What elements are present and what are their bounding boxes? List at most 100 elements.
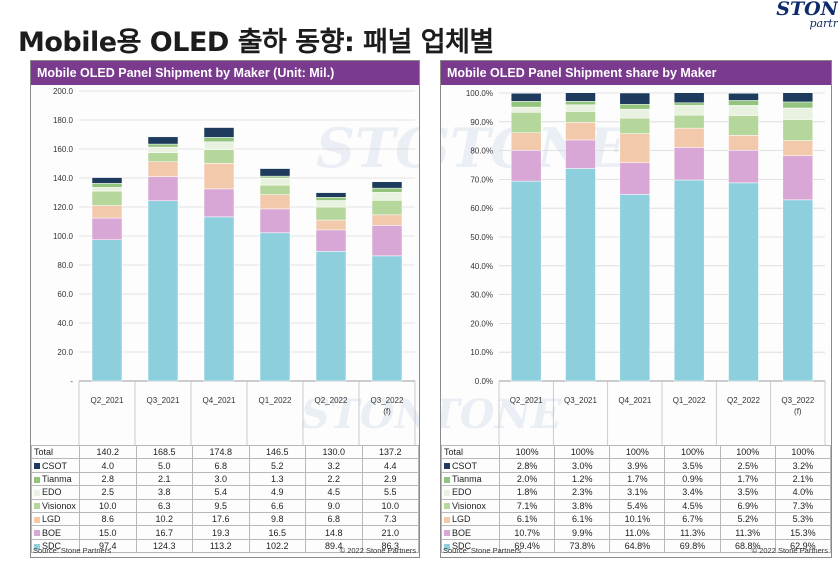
chart-panel-shipment: Mobile OLED Panel Shipment by Maker (Uni… [30,60,420,558]
bar-segment-visionox [371,200,403,216]
chart-footer: Source: Stone Partners © 2022 Stone Part… [441,545,831,557]
table-cell: 6.3 [135,498,193,513]
bar-segment-lgd [673,127,705,148]
data-table: Total 140.2 168.5 174.8 146.5 130.0 137.2 CSOT 4… [31,444,419,554]
row-label: EDO [31,485,80,500]
bar-segment-sdc [259,232,291,382]
legend-label: BOE [452,527,472,538]
table-cell: 146.5 [248,444,306,460]
table-cell: 9.5 [192,498,250,513]
bar-segment-sdc [371,255,403,382]
legend-swatch [444,543,450,550]
y-tick-label: 20.0% [470,319,493,328]
bar-segment-edo [673,105,705,116]
row-label: SDC [31,538,80,554]
table-row-total: Total 140.2 168.5 174.8 146.5 130.0 137.2 [31,444,419,460]
row-label: Visionox [441,498,500,513]
y-tick-label: 140.0 [53,174,74,183]
bar-segment-boe [510,150,542,182]
y-tick-label: 80.0% [470,147,493,156]
bar-segment-tianma [91,183,123,188]
table-cell: 5.0 [135,458,193,473]
table-cell: 5.3% [774,511,831,527]
bar-segment-lgd [91,205,123,219]
bar-segment-visionox [782,119,814,141]
table-cell: 7.3 [361,511,419,527]
bar-segment-lgd [565,122,596,141]
bar-segment-visionox [619,117,651,134]
table-cell: 3.5% [719,485,776,500]
legend-label: CSOT [42,460,68,471]
legend-label: SDC [452,540,472,551]
y-tick-label: 60.0 [57,290,73,299]
table-cell: 100% [774,444,831,460]
y-tick-label: 60.0% [470,204,493,213]
table-cell: 6.1% [498,511,556,527]
table-cell: 2.9 [361,471,419,487]
bar-segment-lgd [315,219,347,231]
table-cell: 62.9% [774,538,831,554]
table-row-sdc: SDC 97.4 124.3 113.2 102.2 89.4 86.3 [31,538,419,554]
table-row-boe: BOE 15.0 16.7 19.3 16.5 14.8 21.0 [31,525,419,540]
table-row-lgd: LGD 8.6 10.2 17.6 9.8 6.8 7.3 [31,511,419,527]
table-cell: 6.9% [719,498,776,513]
x-tick-label: Q1_2022 [259,396,292,405]
table-cell: 2.0% [498,471,556,487]
bar-segment-csot [315,192,347,198]
table-cell: 6.1% [554,511,611,527]
y-tick-label: 40.0 [57,319,73,328]
table-cell: 2.3% [554,485,611,500]
bar-segment-csot [673,92,705,104]
bar-segment-sdc [510,180,542,382]
table-cell: 124.3 [135,538,193,554]
bar-segment-sdc [203,216,235,382]
table-row-edo: EDO 1.8% 2.3% 3.1% 3.4% 3.5% 4.0% [441,485,831,500]
y-tick-label: 70.0% [470,175,493,184]
table-cell: 11.3% [664,525,721,540]
table-cell: 14.8 [305,525,363,540]
x-tick-label: Q3_2022 [371,396,404,405]
bar-segment-sdc [782,199,814,382]
table-cell: 100% [609,444,666,460]
table-cell: 16.7 [135,525,193,540]
table-cell: 5.2 [248,458,306,473]
bar-segment-lgd [147,161,179,177]
table-cell: 130.0 [305,444,363,460]
legend-swatch [34,543,40,550]
bar-segment-sdc [728,182,759,382]
table-cell: 5.4 [192,485,250,500]
x-tick-label: Q3_2022 [781,396,814,405]
table-cell: 3.4% [664,485,721,500]
table-cell: 1.2% [554,471,611,487]
row-label: LGD [31,511,80,527]
bar-segment-lgd [782,140,814,157]
table-cell: 68.8% [719,538,776,554]
legend-label: Visionox [452,500,486,511]
x-tick-label: Q3_2021 [147,396,180,405]
table-cell: 2.8 [79,471,137,487]
bar-segment-boe [91,217,123,241]
bar-segment-edo [782,107,814,120]
bar-segment-visionox [728,115,759,136]
table-cell: 16.5 [248,525,306,540]
brand-logo-line2: partr [809,17,838,30]
row-label: Total [441,444,500,460]
table-cell: 4.9 [248,485,306,500]
table-cell: 15.3% [774,525,831,540]
table-cell: 17.6 [192,511,250,527]
y-tick-label: 80.0 [57,261,73,270]
bar-segment-edo [728,105,759,116]
bar-segment-lgd [259,194,291,210]
table-cell: 10.1% [609,511,666,527]
table-cell: 15.0 [79,525,137,540]
stacked-bar-chart: 0.0% 10.0% 20.0% 30.0% 40.0% 50.0% 60.0% 70.0% 8… [466,89,826,445]
bar-segment-tianma [619,103,651,110]
copyright-note: © 2022 Stone Partners [751,546,828,555]
y-tick-label: 120.0 [53,203,74,212]
legend-swatch [444,463,450,470]
bar-segment-tianma [371,187,403,193]
bar-segment-sdc [315,251,347,382]
table-cell: 137.2 [361,444,419,460]
data-table: Total 100% 100% 100% 100% 100% 100% CSOT 2.8% 3.0… [441,444,831,554]
brand-logo: STON partr [768,0,838,30]
